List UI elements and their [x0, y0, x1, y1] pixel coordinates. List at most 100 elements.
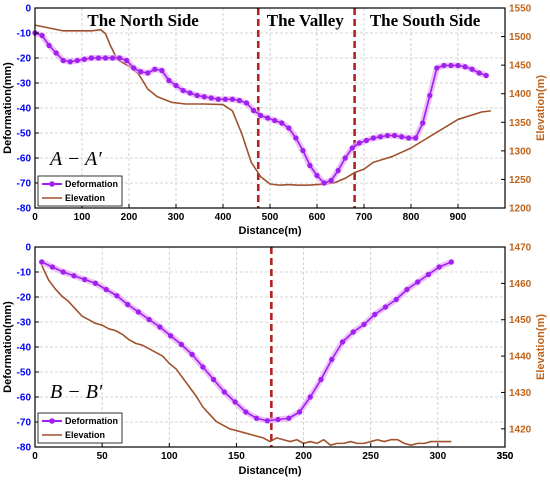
deformation-point-a	[201, 94, 207, 100]
deformation-point-a	[187, 90, 193, 96]
deformation-point-b	[125, 301, 131, 308]
y-left-tick-label-b: -50	[17, 368, 32, 379]
deformation-point-b	[350, 329, 356, 335]
deformation-point-a	[39, 32, 45, 39]
y-right-tick-label-a: 1350	[509, 118, 532, 129]
deformation-point-a	[335, 167, 341, 174]
deformation-point-b	[372, 311, 378, 318]
x-tick-label-a: 700	[356, 212, 373, 223]
deformation-point-a	[229, 96, 235, 102]
deformation-point-b	[296, 409, 303, 415]
y-left-tick-label-a: -10	[17, 29, 32, 40]
deformation-point-b	[361, 321, 367, 328]
y-left-tick-label-a: -60	[17, 154, 32, 165]
deformation-point-a	[377, 134, 384, 140]
valley-dividers-a	[256, 8, 356, 208]
x-tick-label-a: 200	[121, 212, 138, 223]
deformation-point-b	[307, 394, 313, 400]
deformation-point-b	[49, 264, 56, 270]
y-left-tick-label-a: -40	[17, 104, 32, 115]
deformation-point-b	[264, 418, 270, 424]
y-right-tick-label-a: 1500	[509, 32, 532, 43]
x-tick-label-b: 100	[161, 451, 178, 462]
y-right-tick-label-a: 1300	[509, 146, 532, 157]
deformation-point-a	[455, 62, 461, 69]
y-axis-right-label-a: Elevation(m)	[535, 75, 547, 141]
series-a	[32, 24, 491, 186]
deformation-point-b	[221, 389, 227, 395]
deformation-point-b	[329, 356, 335, 363]
deformation-point-b	[114, 293, 120, 299]
y-left-tick-label-a: -50	[17, 129, 32, 140]
deformation-point-a	[441, 62, 447, 69]
deformation-point-a	[328, 177, 334, 184]
section-label-b: B − B′	[50, 381, 103, 403]
deformation-point-a	[314, 172, 320, 179]
y-left-tick-label-a: -80	[17, 204, 32, 215]
deformation-point-a	[60, 57, 66, 64]
deformation-point-a	[145, 70, 151, 76]
deformation-point-a	[53, 50, 59, 56]
deformation-point-b	[243, 409, 249, 415]
y-right-tick-label-b: 1420	[509, 424, 532, 435]
deformation-point-a	[363, 137, 369, 144]
deformation-point-b	[200, 364, 206, 370]
x-tick-label-b: 350	[497, 451, 514, 462]
deformation-point-b	[82, 276, 88, 283]
y-right-tick-label-a: 1550	[509, 4, 532, 15]
deformation-point-a	[243, 100, 250, 106]
deformation-point-a	[279, 120, 285, 126]
deformation-point-a	[109, 55, 116, 61]
ticks-a: 0 100 200 300 400 500 600 700 800 900 0 -10 -20 -30 -4…	[17, 4, 532, 224]
y-right-tick-label-b: 1440	[509, 352, 532, 363]
y-right-tick-label-a: 1250	[509, 175, 532, 186]
y-right-tick-label-b: 1460	[509, 279, 532, 290]
y-left-tick-label-b: 0	[25, 243, 31, 254]
deformation-point-a	[88, 55, 94, 61]
deformation-point-b	[448, 259, 454, 265]
deformation-point-b	[168, 333, 174, 339]
deformation-point-a	[321, 180, 327, 186]
elevation-line-b	[40, 264, 452, 446]
deformation-point-a	[286, 125, 292, 131]
deformation-point-b	[211, 376, 217, 383]
x-tick-label-b: 200	[295, 451, 312, 462]
deformation-point-a	[427, 92, 433, 99]
deformation-point-a	[356, 140, 362, 146]
deformation-point-b	[178, 341, 184, 348]
x-tick-label-b: 50	[97, 451, 109, 462]
deformation-point-a	[81, 56, 87, 62]
x-tick-label-a: 800	[403, 212, 420, 223]
deformation-point-a	[483, 72, 489, 79]
deformation-point-a	[399, 134, 405, 140]
x-tick-label-a: 600	[309, 212, 326, 223]
x-tick-label-a: 500	[262, 212, 279, 223]
deformation-point-b	[415, 279, 421, 285]
deformation-point-a	[102, 55, 109, 61]
x-tick-label-b: 300	[430, 451, 447, 462]
deformation-point-b	[39, 259, 45, 265]
x-tick-label-b: 150	[228, 451, 245, 462]
legend-elevation-label-b: Elevation	[65, 430, 105, 440]
deformation-point-b	[92, 280, 99, 286]
deformation-point-a	[406, 135, 412, 141]
deformation-point-a	[434, 65, 440, 71]
deformation-point-b	[253, 415, 260, 421]
deformation-point-b	[103, 286, 109, 293]
deformation-point-b	[436, 264, 442, 270]
y-left-tick-label-b: -80	[17, 443, 32, 454]
deformation-point-a	[194, 92, 200, 99]
elevation-line-a	[34, 24, 491, 186]
deformation-point-a	[265, 115, 271, 121]
y-left-tick-label-b: -70	[17, 418, 32, 429]
deformation-point-a	[448, 62, 454, 69]
deformation-point-a	[384, 132, 391, 139]
deformation-point-b	[135, 309, 141, 315]
deformation-point-a	[208, 95, 214, 101]
region-label-a: The Valley	[267, 11, 344, 30]
region-label-a: The South Side	[370, 11, 481, 30]
y-left-tick-label-a: -20	[17, 54, 32, 65]
y-axis-left-label-b: Deformation(mm)	[2, 301, 14, 393]
deformation-point-a	[173, 82, 179, 89]
